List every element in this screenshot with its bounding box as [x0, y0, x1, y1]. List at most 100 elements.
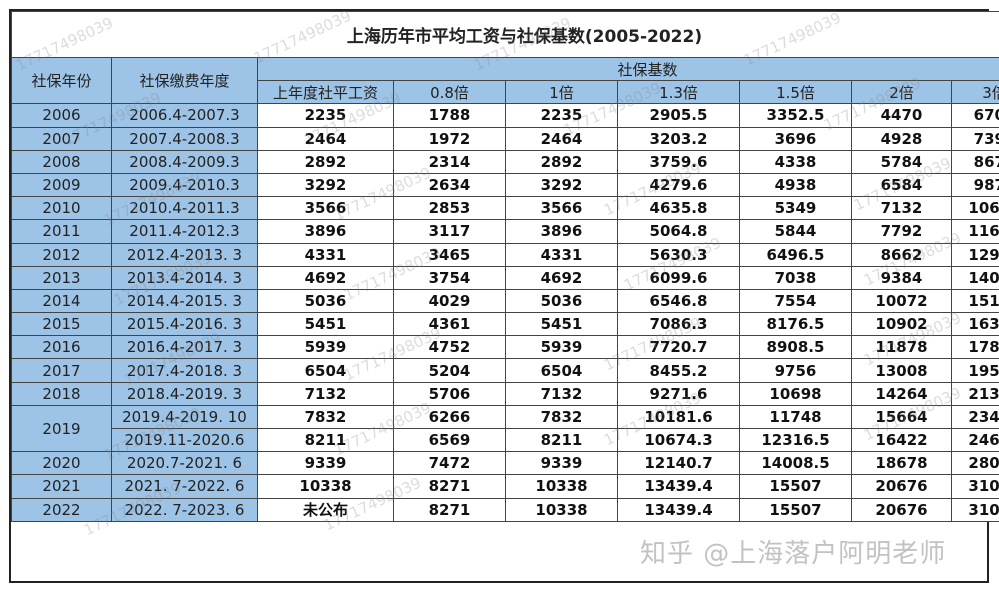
value-cell: 23496 — [950, 404, 999, 430]
value-cell: 28017 — [950, 451, 999, 476]
value-cell: 12316.5 — [739, 427, 852, 453]
value-cell: 15507 — [739, 497, 852, 522]
value-cell: 8271 — [393, 474, 506, 499]
value-cell: 4752 — [393, 335, 506, 360]
value-cell: 6569 — [393, 427, 506, 453]
value-cell: 2892 — [505, 149, 618, 174]
header-year: 社保年份 — [11, 56, 112, 105]
header-col: 上年度社平工资 — [257, 80, 394, 105]
value-cell: 3203.2 — [617, 126, 740, 151]
period-cell: 2018.4-2019. 3 — [111, 381, 258, 406]
table-title: 上海历年市平均工资与社保基数(2005-2022) — [10, 11, 999, 58]
value-cell: 2235 — [505, 103, 618, 128]
value-cell: 7832 — [505, 404, 618, 430]
value-cell: 20676 — [851, 474, 952, 499]
value-cell: 19512 — [950, 358, 999, 383]
year-cell: 2010 — [11, 196, 112, 221]
table-container: 上海历年市平均工资与社保基数(2005-2022) 社保年份 社保缴费年度 社保… — [9, 9, 999, 583]
value-cell: 10338 — [505, 474, 618, 499]
value-cell: 6705 — [950, 103, 999, 128]
value-cell: 31014 — [950, 474, 999, 499]
value-cell: 3896 — [505, 219, 618, 244]
value-cell: 13439.4 — [617, 474, 740, 499]
value-cell: 5451 — [257, 312, 394, 337]
table-row: 2015 2015.4-2016. 3 5451 4361 5451 7086.3 8176… — [11, 312, 999, 337]
value-cell: 7038 — [739, 265, 852, 290]
value-cell: 8211 — [505, 427, 618, 453]
year-cell: 2018 — [11, 381, 112, 406]
period-cell: 2015.4-2016. 3 — [111, 312, 258, 337]
header-period: 社保缴费年度 — [111, 56, 258, 105]
period-cell: 2021. 7-2022. 6 — [111, 474, 258, 499]
value-cell: 10698 — [739, 381, 852, 406]
value-cell: 6546.8 — [617, 288, 740, 314]
header-col: 1倍 — [505, 80, 618, 105]
table-row: 2012 2012.4-2013. 3 4331 3465 4331 5630.3 6496… — [11, 242, 999, 267]
year-cell: 2014 — [11, 288, 112, 314]
value-cell: 3696 — [739, 126, 852, 151]
value-cell: 3292 — [257, 172, 394, 198]
value-cell: 2235 — [257, 103, 394, 128]
table-row: 2022 2022. 7-2023. 6 未公布 8271 10338 13439.4 15… — [11, 497, 999, 522]
value-cell: 18678 — [851, 451, 952, 476]
value-cell: 8455.2 — [617, 358, 740, 383]
value-cell: 10902 — [851, 312, 952, 337]
table-row: 2019 2019.4-2019. 10 7832 6266 7832 10181.6 11… — [11, 404, 999, 453]
year-cell: 2022 — [11, 497, 112, 522]
value-cell: 12140.7 — [617, 451, 740, 476]
table-row: 2008 2008.4-2009.3 2892 2314 2892 3759.6 4338 5… — [11, 149, 999, 174]
value-cell: 9339 — [257, 451, 394, 476]
value-cell: 8211 — [257, 427, 394, 453]
value-cell: 7832 — [257, 404, 394, 430]
value-cell: 8662 — [851, 242, 952, 267]
table-row: 2020 2020.7-2021. 6 9339 7472 9339 12140.7 140… — [11, 451, 999, 476]
year-cell: 2020 — [11, 451, 112, 476]
value-cell: 6504 — [505, 358, 618, 383]
header-col: 1.5倍 — [739, 80, 852, 105]
year-cell: 2015 — [11, 312, 112, 337]
year-cell: 2007 — [11, 126, 112, 151]
value-cell: 7132 — [257, 381, 394, 406]
table-row: 2018 2018.4-2019. 3 7132 5706 7132 9271.6 1069… — [11, 381, 999, 406]
value-cell: 3896 — [257, 219, 394, 244]
value-cell: 3566 — [257, 196, 394, 221]
table-row: 2010 2010.4-2011.3 3566 2853 3566 4635.8 5349 7… — [11, 196, 999, 221]
value-cell: 2905.5 — [617, 103, 740, 128]
table-row: 2021 2021. 7-2022. 6 10338 8271 10338 13439.4… — [11, 474, 999, 499]
value-cell: 10338 — [257, 474, 394, 499]
value-cell: 20676 — [851, 497, 952, 522]
value-cell: 3566 — [505, 196, 618, 221]
value-cell: 4338 — [739, 149, 852, 174]
period-cell: 2016.4-2017. 3 — [111, 335, 258, 360]
value-cell: 4928 — [851, 126, 952, 151]
value-cell: 4029 — [393, 288, 506, 314]
value-cell: 24633 — [950, 427, 999, 453]
value-cell: 9756 — [739, 358, 852, 383]
value-cell: 7132 — [505, 381, 618, 406]
period-cell: 2010.4-2011.3 — [111, 196, 258, 221]
year-cell: 2013 — [11, 265, 112, 290]
value-cell: 5349 — [739, 196, 852, 221]
value-cell: 1788 — [393, 103, 506, 128]
value-cell: 2634 — [393, 172, 506, 198]
value-cell: 5036 — [505, 288, 618, 314]
value-cell: 3754 — [393, 265, 506, 290]
value-cell: 11748 — [739, 404, 852, 430]
header-base-group: 社保基数 — [256, 56, 999, 82]
value-cell: 3117 — [393, 219, 506, 244]
table-row: 2011 2011.4-2012.3 3896 3117 3896 5064.8 5844 7… — [11, 219, 999, 244]
value-cell: 9876 — [950, 172, 999, 198]
value-cell: 5939 — [257, 335, 394, 360]
year-cell: 2006 — [11, 103, 112, 128]
period-cell: 2013.4-2014. 3 — [111, 265, 258, 290]
value-cell: 3352.5 — [739, 103, 852, 128]
year-cell: 2021 — [11, 474, 112, 499]
value-cell: 4331 — [257, 242, 394, 267]
table-row: 2016 2016.4-2017. 3 5939 4752 5939 7720.7 8908… — [11, 335, 999, 360]
period-cell: 2022. 7-2023. 6 — [111, 497, 258, 522]
value-cell: 5844 — [739, 219, 852, 244]
value-cell: 7392 — [950, 126, 999, 151]
period-cell: 2008.4-2009.3 — [111, 149, 258, 174]
period-cell: 2019.4-2019. 10 — [111, 404, 258, 430]
